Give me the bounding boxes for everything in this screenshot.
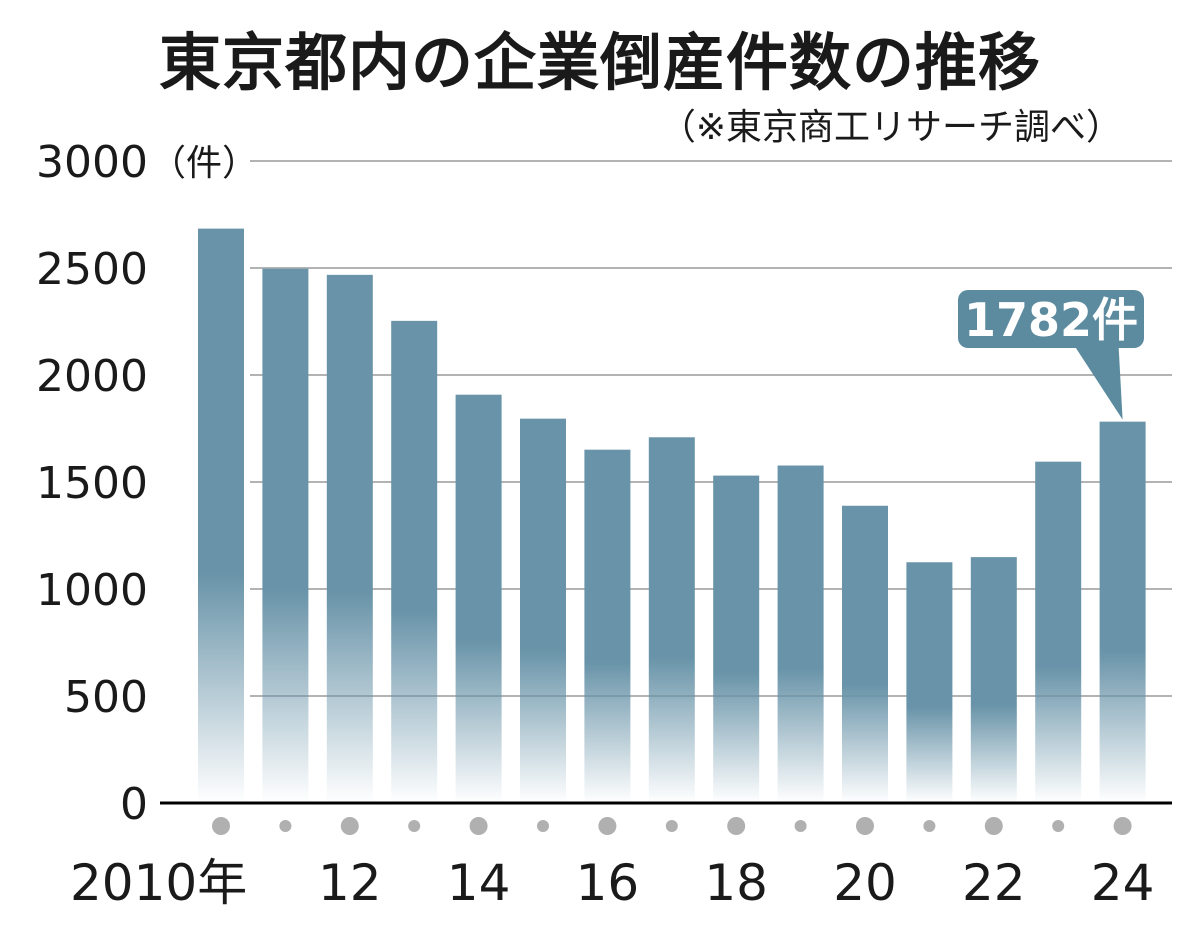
- year-dot-2011: [279, 820, 292, 832]
- y-tick-label-500: 500: [64, 672, 148, 723]
- bar-2016: [584, 449, 631, 803]
- y-tick-label-0: 0: [120, 779, 148, 830]
- bar-2014: [455, 394, 502, 803]
- bar-2013: [391, 320, 438, 803]
- year-dot-2012: [340, 817, 359, 835]
- bar-2019: [777, 465, 824, 803]
- bar-2017: [648, 437, 695, 803]
- year-dot-2013: [408, 820, 421, 832]
- callout-pointer: [1074, 346, 1123, 420]
- bar-2020: [842, 505, 888, 803]
- year-dot-2016: [598, 817, 617, 835]
- x-tick-label-2010年: 2010年: [70, 854, 247, 912]
- year-dot-2014: [469, 817, 488, 835]
- year-dot-2021: [923, 820, 936, 832]
- bar-2010: [198, 228, 244, 803]
- x-tick-label-22: 22: [962, 854, 1026, 912]
- y-tick-label-2500: 2500: [36, 244, 148, 295]
- year-dot-2022: [984, 817, 1003, 835]
- chart-subtitle: （※東京商工リサーチ調べ）: [659, 107, 1122, 148]
- y-tick-label-1000: 1000: [36, 565, 148, 616]
- year-dot-2015: [537, 820, 549, 832]
- callout-label: 1782件: [964, 293, 1138, 347]
- callout-annotation: 1782件: [958, 290, 1144, 420]
- x-tick-label-20: 20: [833, 854, 897, 912]
- y-tick-label-1500: 1500: [36, 458, 148, 509]
- bar-2011: [262, 268, 309, 804]
- bar-2021: [906, 562, 953, 803]
- year-dot-2024: [1113, 817, 1132, 835]
- year-dot-2019: [794, 820, 807, 832]
- bar-2022: [970, 557, 1017, 803]
- year-dot-2017: [665, 820, 678, 832]
- year-dot-2010: [212, 817, 230, 835]
- bar-2012: [326, 274, 373, 803]
- bar-2015: [520, 418, 566, 803]
- bar-2023: [1035, 461, 1082, 803]
- x-tick-label-18: 18: [704, 854, 768, 912]
- x-tick-label-12: 12: [318, 854, 382, 912]
- bar-2024: [1099, 421, 1146, 803]
- y-tick-label-2000: 2000: [36, 351, 148, 402]
- bar-2018: [713, 475, 760, 803]
- year-dot-2020: [856, 817, 874, 835]
- x-tick-label-24: 24: [1091, 854, 1155, 912]
- x-tick-label-16: 16: [576, 854, 640, 912]
- chart-title: 東京都内の企業倒産件数の推移: [158, 26, 1041, 99]
- x-tick-label-14: 14: [447, 854, 511, 912]
- y-tick-label-3000: 3000: [36, 137, 148, 188]
- year-dot-2023: [1052, 820, 1065, 832]
- callout-box: [958, 290, 1144, 348]
- year-dot-2018: [727, 817, 746, 835]
- y-unit-label: （件）: [150, 143, 258, 184]
